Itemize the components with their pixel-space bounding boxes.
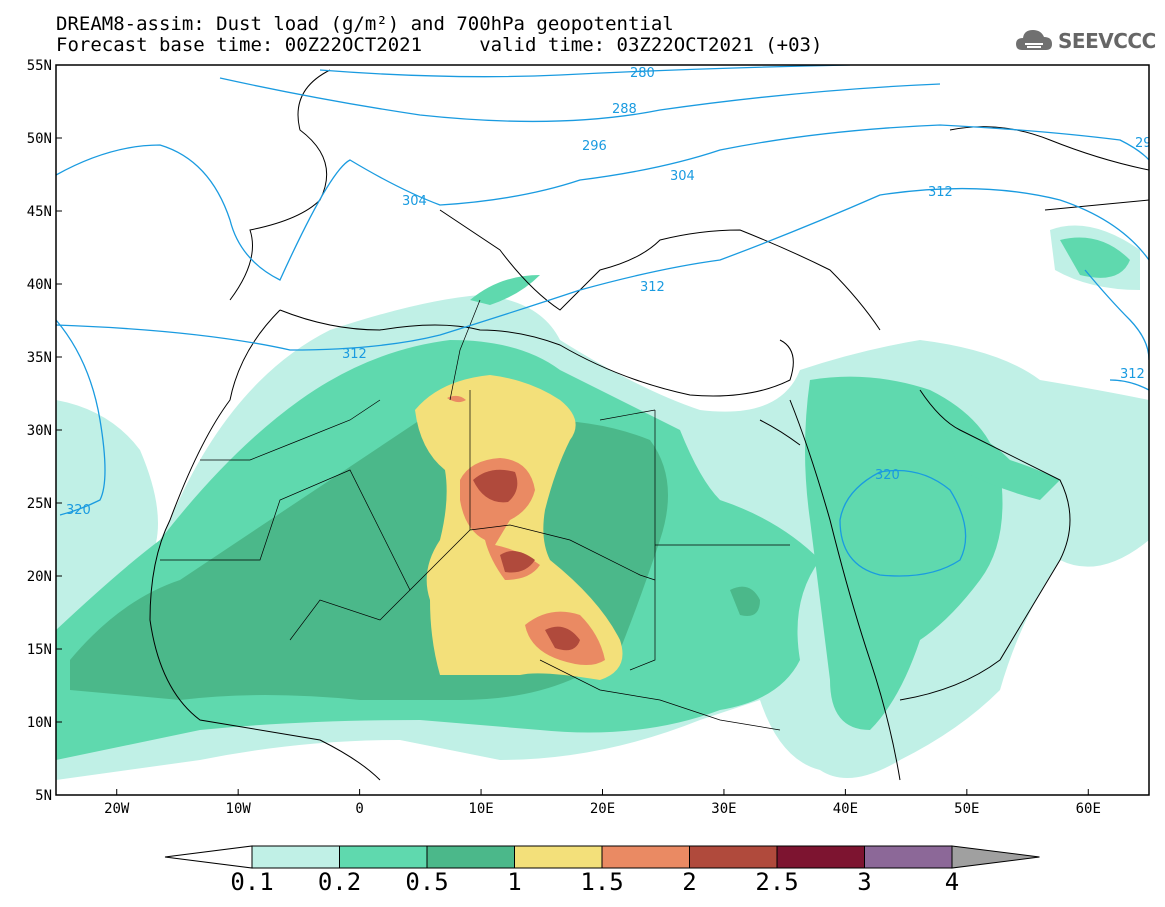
lon-tick-label: 10E <box>468 801 493 817</box>
country-borders <box>160 299 790 731</box>
colorbar-label: 3 <box>857 868 872 896</box>
colorbar-label: 2.5 <box>755 868 799 896</box>
colorbar <box>164 845 1040 869</box>
lat-tick-label: 25N <box>27 496 52 512</box>
forecast-time-line: Forecast base time: 00Z22OCT2021 valid t… <box>56 34 823 56</box>
lat-tick-label: 50N <box>27 131 52 147</box>
lat-tick-label: 10N <box>27 715 52 731</box>
contour-label: 280 <box>630 66 655 81</box>
lat-tick-label: 45N <box>27 204 52 220</box>
dust-region-medium-nw <box>470 275 540 305</box>
lat-tick-label: 20N <box>27 569 52 585</box>
contour-label: 312 <box>1120 367 1145 382</box>
dust-region-orange-north <box>447 395 466 403</box>
lon-tick-label: 30E <box>711 801 736 817</box>
lon-tick-label: 50E <box>954 801 979 817</box>
contour-label: 304 <box>670 169 695 184</box>
colorbar-swatch <box>514 845 603 869</box>
lat-tick-label: 40N <box>27 277 52 293</box>
colorbar-swatch <box>251 845 340 869</box>
coastlines <box>56 65 1149 781</box>
colorbar-label: 2 <box>682 868 697 896</box>
dust-region-red-2 <box>500 551 535 573</box>
colorbar-swatch <box>864 845 953 869</box>
colorbar-min-arrow <box>164 845 253 869</box>
lon-tick-label: 0 <box>355 801 363 817</box>
lat-tick-label: 30N <box>27 423 52 439</box>
colorbar-label: 1 <box>507 868 522 896</box>
cloud-icon <box>1016 30 1052 50</box>
colorbar-label: 0.2 <box>317 868 362 896</box>
colorbar-swatch <box>689 845 778 869</box>
colorbar-swatch <box>601 845 690 869</box>
colorbar-max-arrow <box>951 845 1040 869</box>
logo-text: SEEVCCC <box>1058 29 1156 53</box>
dust-region-medium-ne <box>1060 237 1130 278</box>
map-title: DREAM8-assim: Dust load (g/m²) and 700hP… <box>56 13 674 35</box>
lon-tick-label: 60E <box>1076 801 1101 817</box>
lat-tick-label: 35N <box>27 350 52 366</box>
contour-label: 296 <box>582 139 607 154</box>
colorbar-label: 1.5 <box>580 868 624 896</box>
colorbar-swatch <box>776 845 865 869</box>
contour-label: 304 <box>402 194 427 209</box>
geopotential-contours <box>56 65 1149 577</box>
contour-label-group: 280 288 296 304 304 312 312 312 320 320 … <box>66 66 1152 518</box>
dust-field: 280 288 296 304 304 312 312 312 320 320 … <box>56 65 1152 781</box>
lat-tick-label: 15N <box>27 642 52 658</box>
dust-region-dark-east <box>730 586 760 616</box>
colorbar-swatch <box>426 845 515 869</box>
colorbar-label: 0.5 <box>405 868 449 896</box>
axis-ticks: 55N 50N 45N 40N 35N 30N 25N 20N 15N 10N 5N 20W 10W 0 1… <box>27 58 1101 817</box>
dust-region-medium-east <box>805 376 1003 730</box>
contour-label: 29 <box>1135 136 1152 151</box>
contour-label: 312 <box>640 280 665 295</box>
contour-label: 320 <box>875 468 900 483</box>
contour-label: 320 <box>66 503 91 518</box>
lon-tick-label: 20W <box>104 801 130 817</box>
lat-tick-label: 5N <box>35 788 52 804</box>
dust-region-red-3 <box>545 626 580 651</box>
colorbar-label: 0.1 <box>230 868 274 896</box>
dust-region-medium-gulf <box>940 420 1060 500</box>
colorbar-label: 4 <box>944 868 960 896</box>
contour-label: 312 <box>928 185 953 200</box>
contour-label: 312 <box>342 347 367 362</box>
lon-tick-label: 40E <box>833 801 858 817</box>
lon-tick-label: 20E <box>590 801 615 817</box>
colorbar-swatch <box>339 845 428 869</box>
dust-region-red <box>473 469 518 503</box>
lon-tick-label: 10W <box>226 801 252 817</box>
lat-tick-label: 55N <box>27 58 52 74</box>
contour-label: 288 <box>612 102 637 117</box>
